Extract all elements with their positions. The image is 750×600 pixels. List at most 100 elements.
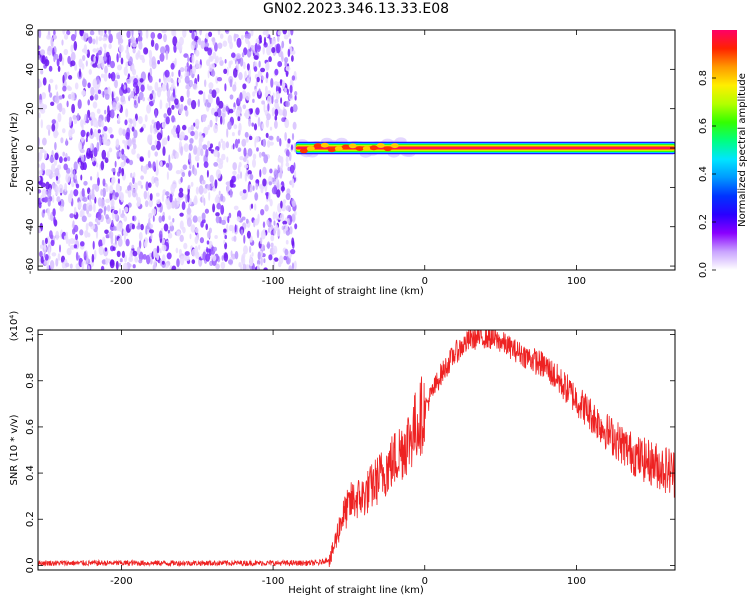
noise-blob [58, 53, 63, 62]
noise-blob [158, 78, 161, 83]
noise-blob [261, 123, 265, 129]
noise-blob [170, 84, 174, 92]
noise-blob [163, 113, 167, 119]
noise-blob [125, 238, 130, 247]
noise-blob [69, 244, 75, 250]
noise-blob [145, 181, 149, 192]
noise-blob [150, 233, 153, 240]
noise-blob [113, 210, 119, 215]
noise-blob [284, 87, 287, 93]
noise-blob [85, 137, 88, 143]
noise-blob [223, 216, 228, 222]
noise-blob [250, 108, 253, 114]
noise-blob [103, 43, 107, 48]
noise-blob [214, 196, 220, 204]
noise-blob [69, 173, 75, 180]
noise-blob [117, 64, 122, 71]
noise-blob [238, 122, 242, 133]
noise-blob [92, 48, 97, 53]
noise-blob [49, 92, 53, 98]
noise-blob [104, 116, 107, 122]
noise-blob [190, 181, 194, 187]
noise-blob [62, 30, 66, 35]
noise-blob [64, 33, 69, 40]
noise-blob [279, 169, 283, 179]
noise-blob [250, 30, 254, 37]
noise-blob [222, 116, 225, 125]
noise-blob [205, 253, 211, 262]
noise-blob [138, 259, 143, 264]
noise-blob [73, 189, 79, 197]
noise-blob [131, 148, 136, 155]
noise-blob [263, 36, 267, 46]
noise-blob [155, 192, 160, 197]
noise-blob [159, 53, 165, 62]
y-tick-label: 0.8 [25, 373, 36, 389]
noise-blob [243, 164, 249, 169]
noise-blob [294, 223, 298, 230]
noise-blob [182, 30, 187, 38]
noise-blob [60, 137, 64, 144]
y-tick-label: -40 [25, 219, 36, 235]
noise-blob [166, 171, 169, 181]
noise-blob [210, 63, 215, 69]
noise-blob [245, 137, 249, 143]
noise-blob [97, 177, 100, 186]
noise-blob [248, 245, 252, 253]
noise-blob [130, 172, 133, 178]
noise-blob [177, 78, 181, 84]
noise-blob [288, 265, 293, 270]
noise-blob [143, 190, 148, 200]
noise-blob [70, 34, 76, 42]
noise-blob [240, 229, 244, 236]
noise-blob [70, 44, 74, 53]
noise-blob [138, 231, 143, 241]
noise-blob [249, 261, 253, 267]
noise-blob [178, 107, 183, 115]
noise-blob [270, 242, 274, 248]
noise-blob [88, 204, 93, 212]
y-tick-label: -60 [25, 258, 36, 274]
noise-blob [108, 72, 111, 79]
noise-blob [284, 118, 290, 129]
noise-blob [274, 115, 278, 121]
noise-blob [78, 58, 83, 68]
noise-blob [75, 183, 80, 189]
noise-blob [51, 163, 56, 173]
noise-blob [174, 204, 178, 210]
noise-blob [222, 106, 226, 113]
noise-blob [170, 78, 174, 84]
noise-blob [225, 105, 229, 112]
noise-blob [81, 122, 84, 131]
noise-blob [195, 59, 199, 69]
noise-blob [231, 132, 235, 137]
noise-blob [271, 37, 277, 45]
noise-blob [94, 93, 99, 101]
spectrogram-x-label: Height of straight line (km) [288, 286, 424, 297]
noise-blob [250, 203, 254, 209]
y-tick-label: 0.4 [25, 465, 36, 481]
noise-blob [247, 148, 253, 157]
noise-blob [122, 129, 126, 137]
noise-blob [231, 224, 234, 234]
noise-blob [131, 223, 135, 230]
noise-blob [268, 56, 272, 63]
noise-blob [258, 60, 261, 68]
noise-blob [270, 234, 275, 242]
noise-blob [62, 74, 65, 84]
noise-blob [279, 79, 283, 86]
noise-blob [99, 136, 102, 147]
noise-blob [194, 118, 200, 127]
noise-blob [65, 262, 70, 268]
noise-blob [101, 149, 107, 160]
noise-blob [286, 143, 290, 149]
noise-blob [41, 188, 47, 197]
noise-blob [253, 55, 259, 60]
noise-blob [144, 240, 148, 248]
noise-blob [59, 244, 61, 253]
noise-blob [245, 92, 251, 101]
noise-blob [171, 115, 175, 123]
noise-blob [206, 169, 209, 178]
noise-blob [43, 252, 46, 258]
